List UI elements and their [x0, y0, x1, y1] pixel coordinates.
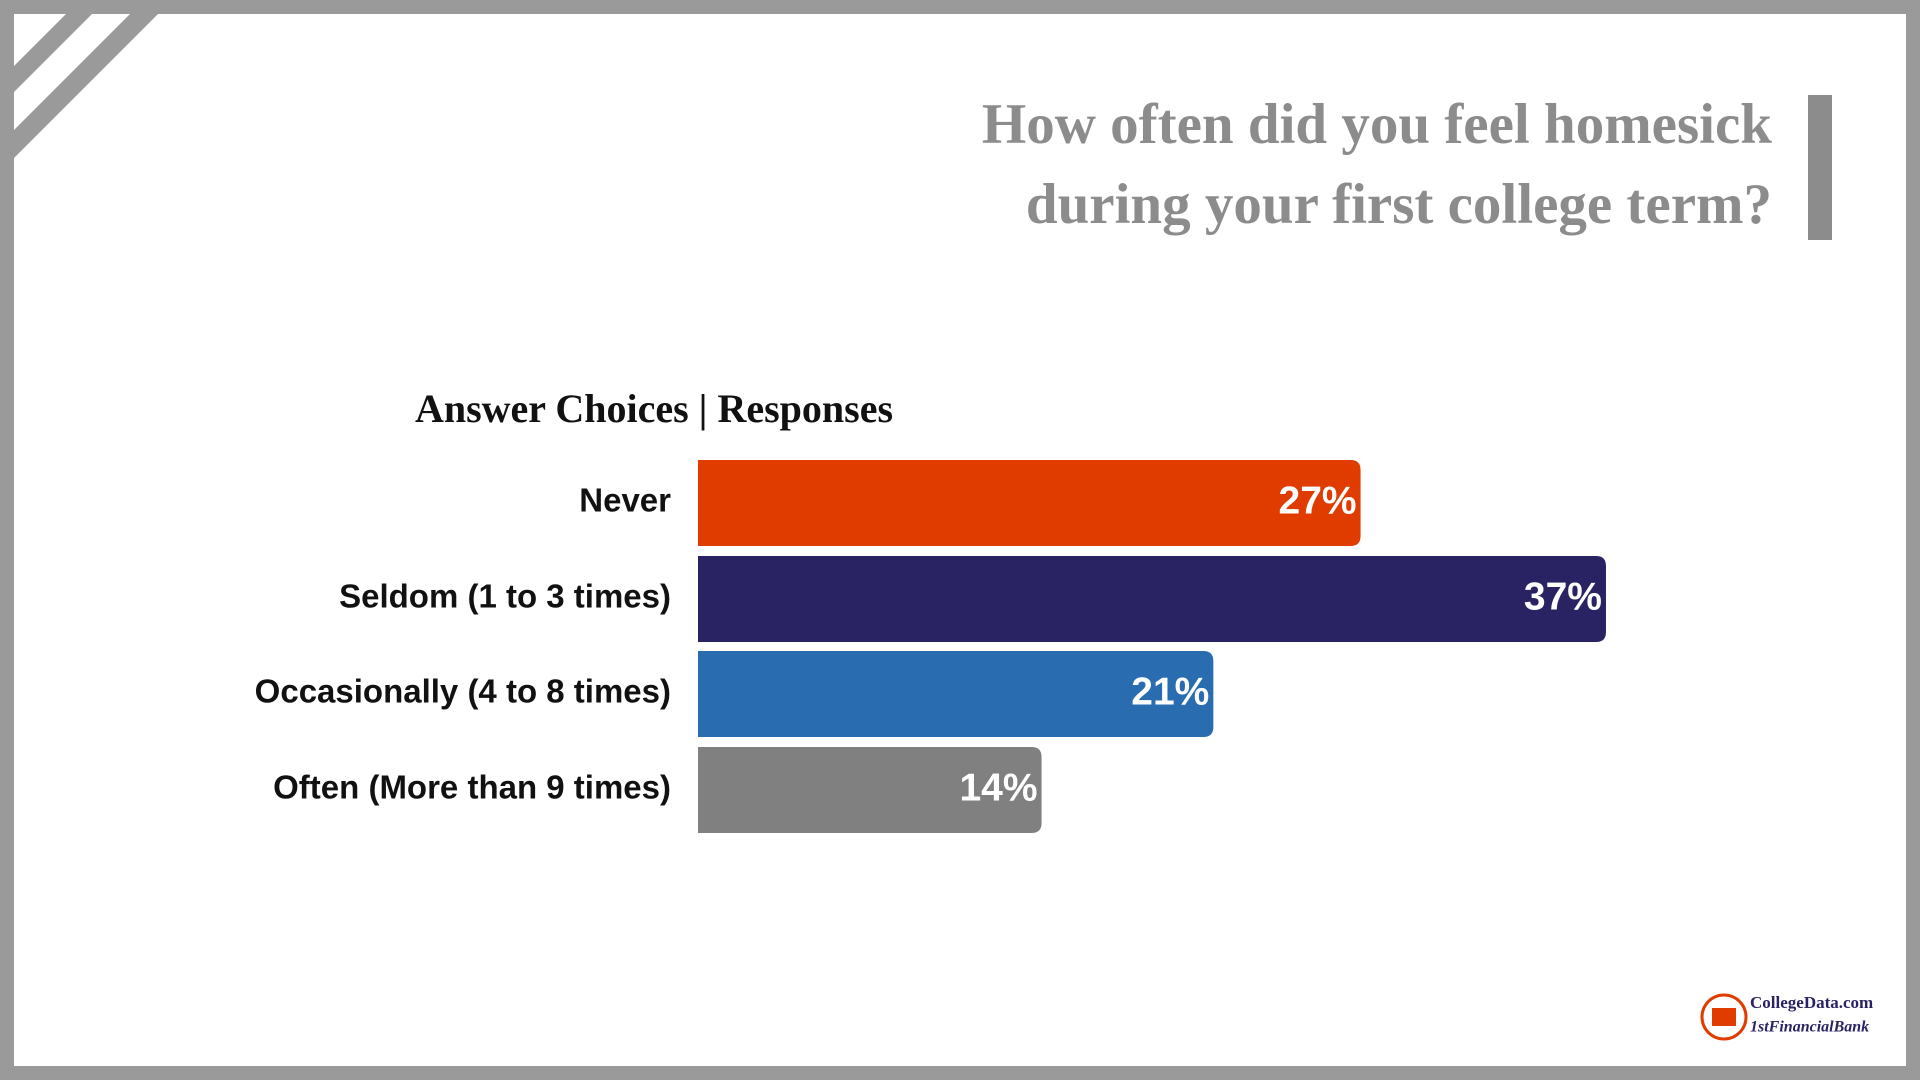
logo: CollegeData.com 1stFinancialBank: [1700, 993, 1873, 1041]
data-label: 21%: [1131, 670, 1209, 713]
data-label: 27%: [1279, 479, 1357, 522]
category-label: Often (More than 9 times): [273, 769, 671, 806]
category-label: Seldom (1 to 3 times): [339, 578, 671, 615]
category-label: Never: [579, 482, 671, 519]
logo-icon: [1712, 1008, 1736, 1026]
data-label: 37%: [1524, 575, 1602, 618]
logo-text: CollegeData.com: [1750, 993, 1873, 1012]
data-label: 14%: [959, 766, 1037, 809]
category-label: Occasionally (4 to 8 times): [255, 673, 671, 710]
chart-subtitle: Answer Choices | Responses: [415, 386, 893, 431]
title-accent: [1808, 95, 1832, 240]
logo-text: 1stFinancialBank: [1750, 1019, 1869, 1036]
corner-stripe: [14, 14, 158, 158]
corner-stripe: [14, 14, 92, 92]
bar: [698, 651, 1214, 737]
chart-title: How often did you feel homesick during yo…: [982, 93, 1772, 236]
bar: [698, 747, 1042, 833]
bar: [698, 556, 1606, 642]
logo-icon: [1700, 993, 1748, 1041]
bar: [698, 460, 1361, 546]
